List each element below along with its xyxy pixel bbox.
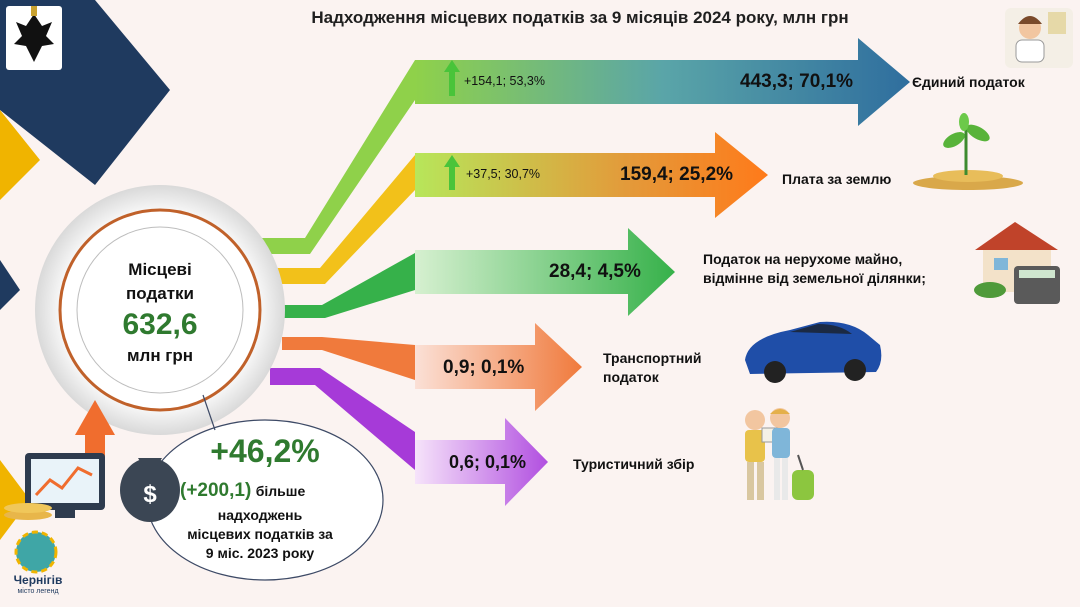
connector-5 <box>270 368 415 470</box>
suitcase-handle <box>797 454 804 471</box>
coins-icon-2 <box>4 503 52 513</box>
calculator-screen <box>1019 270 1055 278</box>
car-wheel-front <box>764 361 786 383</box>
transport-tax-label: Транспортний податок <box>603 349 702 387</box>
monitor-chart <box>34 466 93 497</box>
growth-text2: надходжень <box>217 507 303 523</box>
tourist-leg-2 <box>757 462 764 500</box>
growth-text3: місцевих податків за <box>187 526 333 542</box>
tourist-head <box>745 410 765 430</box>
money-bag-neck <box>138 458 162 468</box>
page-title: Надходження місцевих податків за 9 місяц… <box>311 8 849 27</box>
growth-text4: 9 міс. 2023 року <box>205 545 315 561</box>
single-tax-value: 443,3; 70,1% <box>740 71 854 92</box>
tourist-fee-label: Туристичний збір <box>573 456 695 472</box>
single-tax-change: +154,1; 53,3% <box>464 74 545 88</box>
tourist-leg-3 <box>774 458 780 500</box>
car-window <box>790 324 852 334</box>
crown-icon <box>31 6 37 16</box>
property-tax-label1: Податок на нерухоме майно, <box>703 251 903 267</box>
monitor-stand <box>55 510 75 518</box>
car-icon <box>745 321 882 374</box>
land-fee-change: +37,5; 30,7% <box>466 167 541 181</box>
tourist-hair-2 <box>770 409 790 414</box>
city-logo-ring <box>14 530 58 574</box>
land-fee-label: Плата за землю <box>782 171 892 187</box>
tourist-fee-value: 0,6; 0,1% <box>449 452 527 472</box>
city-logo-icon <box>16 532 56 572</box>
property-tax-value: 28,4; 4,5% <box>549 261 641 282</box>
arrow-property-tax <box>415 228 675 316</box>
growth-pointer <box>202 394 216 431</box>
property-tax-label2: відмінне від земельної ділянки; <box>703 270 926 286</box>
connector-2 <box>270 155 415 284</box>
transport-tax-label2: податок <box>603 369 659 385</box>
accountant-body <box>1015 39 1045 63</box>
single-tax-label: Єдиний податок <box>912 74 1025 90</box>
eagle-icon <box>14 14 54 62</box>
center-line2: податки <box>126 284 194 303</box>
center-total: 632,6 <box>122 308 198 341</box>
documents-icon <box>1048 12 1066 34</box>
growth-text1: більше <box>255 483 306 499</box>
center-line1: Місцеві <box>128 260 192 279</box>
yellow-shape-bottom <box>0 460 30 540</box>
tourist-body <box>745 430 765 462</box>
accountant-hair <box>1018 16 1042 24</box>
monitor-screen <box>31 459 99 503</box>
coins-pile-top <box>933 170 1003 182</box>
tourist-leg-4 <box>782 458 788 500</box>
plant-leaf <box>943 132 965 148</box>
arrow-transport-tax <box>415 323 582 411</box>
city-logo-tagline: місто легенд <box>17 588 59 595</box>
transport-tax-label1: Транспортний <box>603 350 702 366</box>
center-circle-ring <box>58 208 262 412</box>
property-tax-label: Податок на нерухоме майно, відмінне від … <box>703 250 926 288</box>
connector-3 <box>282 253 415 318</box>
coins-icon <box>4 510 52 520</box>
house-roof-icon <box>975 222 1058 250</box>
growth-block: +46,2% <box>175 432 355 470</box>
tourist-body-2 <box>772 428 790 458</box>
dollar-sign-icon: $ <box>143 481 157 508</box>
center-circle-inner <box>76 226 244 394</box>
city-logo-name: Чернігів <box>13 573 63 587</box>
car-wheel-rear <box>844 359 866 381</box>
connector-1 <box>258 60 415 254</box>
money-bag-icon <box>120 458 180 522</box>
growth-text-lines: надходжень місцевих податків за 9 міс. 2… <box>160 506 360 563</box>
house-window <box>994 258 1008 270</box>
yellow-shape <box>0 110 40 200</box>
arrow-land-fee <box>415 132 768 218</box>
growth-text: (+200,1) більше <box>180 480 370 503</box>
transport-tax-value: 0,9; 0,1% <box>443 357 525 378</box>
plant-leaf-2 <box>966 124 990 142</box>
bush-icon <box>974 282 1006 298</box>
center-label: Місцеві податки 632,6 млн грн <box>90 258 230 368</box>
tourist-leg <box>747 462 754 500</box>
suitcase-icon <box>792 470 814 500</box>
up-arrow-icon-1 <box>444 60 460 96</box>
growth-arrow-head <box>75 400 115 435</box>
land-fee-value: 159,4; 25,2% <box>620 164 734 185</box>
navy-shape-small <box>0 260 20 310</box>
plant-leaf-top <box>959 113 969 131</box>
center-unit: млн грн <box>126 346 194 365</box>
connector-4 <box>282 337 415 380</box>
up-arrow-icon-2 <box>444 155 460 190</box>
arrow-tourist-fee <box>415 418 548 506</box>
city-logo: Чернігів місто легенд <box>8 574 68 596</box>
arrow-single-tax <box>415 38 910 126</box>
growth-percent: +46,2% <box>210 433 320 469</box>
growth-abs: (+200,1) <box>180 480 252 501</box>
